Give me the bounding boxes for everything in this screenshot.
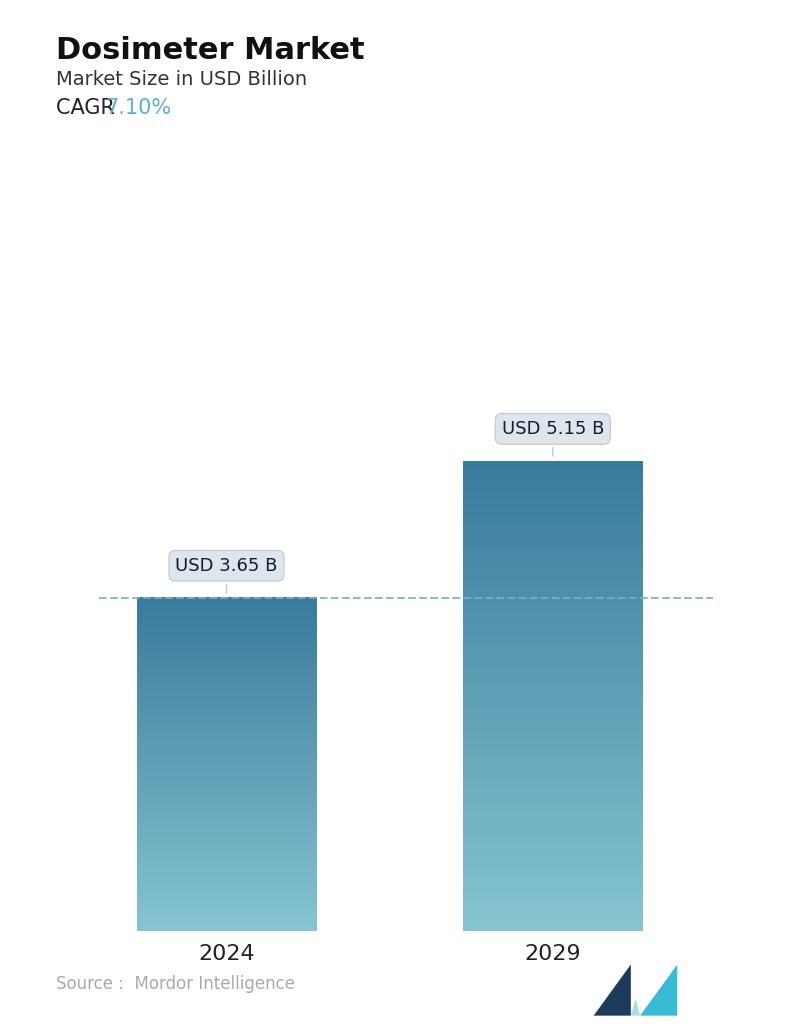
Polygon shape — [640, 965, 677, 1015]
Text: USD 3.65 B: USD 3.65 B — [175, 556, 278, 592]
Polygon shape — [594, 965, 630, 1015]
Text: Market Size in USD Billion: Market Size in USD Billion — [56, 70, 306, 89]
Polygon shape — [630, 999, 640, 1015]
Text: 7.10%: 7.10% — [105, 98, 171, 118]
Text: USD 5.15 B: USD 5.15 B — [501, 420, 604, 456]
Text: CAGR: CAGR — [56, 98, 128, 118]
Text: Source :  Mordor Intelligence: Source : Mordor Intelligence — [56, 975, 295, 993]
Text: Dosimeter Market: Dosimeter Market — [56, 36, 365, 65]
